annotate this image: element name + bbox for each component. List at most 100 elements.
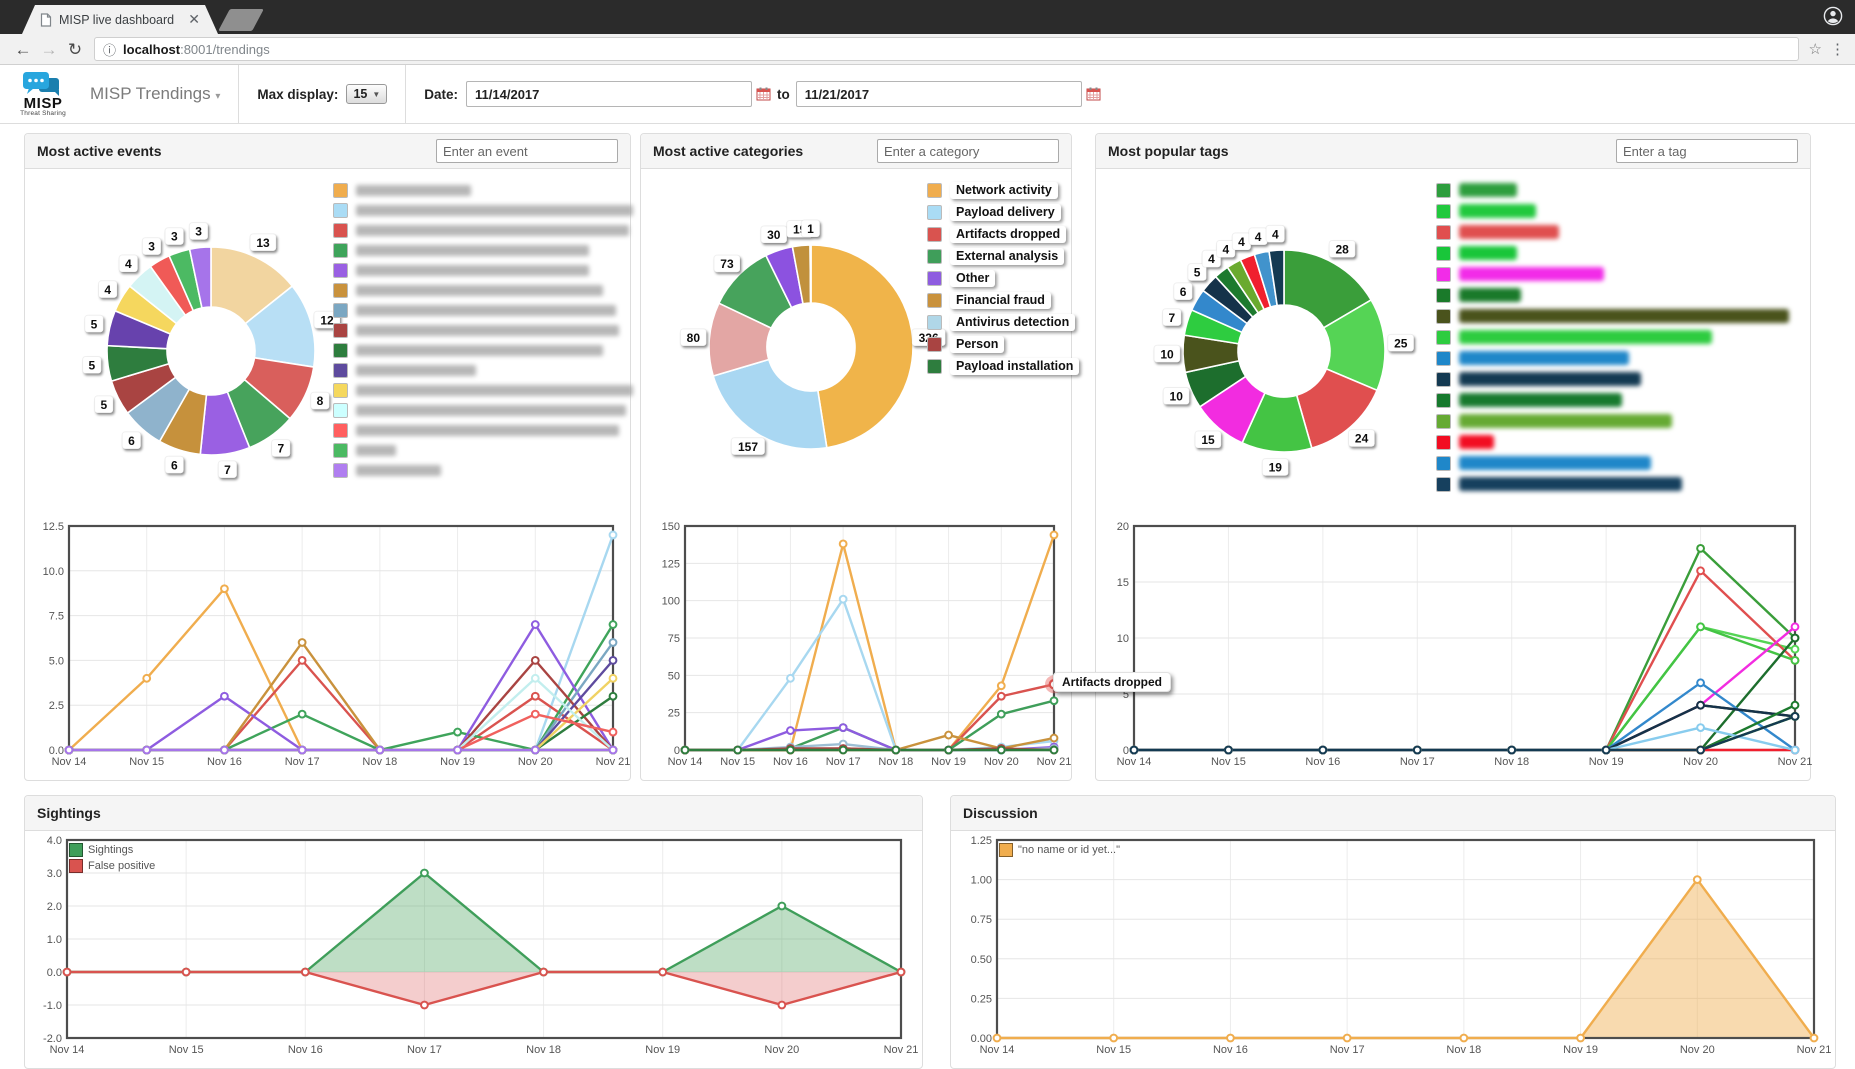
svg-text:28: 28 bbox=[1336, 242, 1350, 256]
reload-button[interactable]: ↻ bbox=[67, 39, 83, 59]
sightings-area-chart[interactable]: Nov 14 Nov 15 Nov 16 Nov 17 Nov 18 Nov 19 Nov … bbox=[33, 833, 918, 1059]
svg-text:1.00: 1.00 bbox=[971, 875, 992, 887]
svg-text:10.0: 10.0 bbox=[43, 566, 64, 578]
legend-swatch bbox=[1436, 392, 1451, 408]
legend-swatch bbox=[1436, 413, 1451, 429]
legend-item bbox=[1436, 371, 1802, 387]
calendar-icon[interactable] bbox=[1086, 87, 1101, 101]
svg-text:Nov 16: Nov 16 bbox=[1305, 756, 1340, 768]
svg-text:4: 4 bbox=[104, 283, 111, 297]
svg-text:4: 4 bbox=[1238, 235, 1245, 249]
categories-donut-chart[interactable]: 326157807330191 bbox=[649, 175, 946, 519]
panel-title: Most active events bbox=[37, 143, 162, 159]
svg-text:4: 4 bbox=[1255, 230, 1262, 244]
forward-button[interactable]: → bbox=[40, 39, 58, 59]
svg-text:Nov 14: Nov 14 bbox=[980, 1044, 1015, 1056]
calendar-icon[interactable] bbox=[756, 87, 771, 101]
legend-item bbox=[333, 282, 633, 298]
svg-text:3: 3 bbox=[148, 240, 155, 254]
legend-swatch bbox=[999, 843, 1013, 857]
legend-swatch bbox=[333, 382, 348, 398]
svg-text:7: 7 bbox=[224, 463, 231, 477]
legend-item: Financial fraud bbox=[927, 291, 1079, 309]
legend-label: "no name or id yet..." bbox=[1018, 844, 1120, 856]
date-to-input[interactable] bbox=[795, 81, 1082, 107]
events-legend bbox=[333, 175, 633, 517]
legend-label: Other bbox=[950, 269, 996, 287]
bookmark-star-icon[interactable]: ☆ bbox=[1808, 41, 1822, 58]
categories-line-chart[interactable]: Nov 14 Nov 15 Nov 16 Nov 17 Nov 18 Nov 19 Nov … bbox=[649, 519, 1072, 771]
url-field[interactable]: ⓘ localhost :8001/trendings bbox=[94, 37, 1799, 61]
app-title-dropdown[interactable]: MISP Trendings ▾ bbox=[90, 84, 220, 104]
legend-item bbox=[1436, 392, 1802, 408]
svg-text:5: 5 bbox=[100, 398, 107, 412]
svg-text:20: 20 bbox=[1117, 521, 1129, 533]
svg-text:Nov 20: Nov 20 bbox=[1680, 1044, 1715, 1056]
page-info-icon[interactable]: ⓘ bbox=[103, 42, 117, 58]
events-donut-chart[interactable]: 13 12 8 7 7 6 6 5 5 5 44 3 3 3 bbox=[33, 175, 341, 519]
svg-text:0: 0 bbox=[1123, 745, 1129, 757]
redacted-tag-pill bbox=[1459, 267, 1604, 281]
legend-swatch bbox=[927, 270, 942, 286]
tag-search-input[interactable] bbox=[1616, 139, 1798, 163]
plot-legend-item: Sightings bbox=[69, 843, 155, 857]
tab-close-icon[interactable]: ✕ bbox=[188, 11, 200, 27]
svg-text:Nov 16: Nov 16 bbox=[1213, 1044, 1248, 1056]
browser-menu-icon[interactable]: ⋮ bbox=[1830, 41, 1845, 58]
svg-text:Nov 17: Nov 17 bbox=[1330, 1044, 1365, 1056]
panel-discussion: Discussion Nov 14 Nov 15 Nov 16 Nov 17 Nov 1… bbox=[950, 795, 1836, 1069]
legend-swatch bbox=[1436, 350, 1451, 366]
svg-text:24: 24 bbox=[1355, 432, 1369, 446]
svg-text:7.5: 7.5 bbox=[49, 611, 64, 623]
category-search-input[interactable] bbox=[877, 139, 1059, 163]
svg-text:1: 1 bbox=[807, 222, 814, 236]
event-search-input[interactable] bbox=[436, 139, 618, 163]
discussion-area-chart[interactable]: Nov 14 Nov 15 Nov 16 Nov 17 Nov 18 Nov 19 Nov … bbox=[959, 833, 1832, 1059]
max-display-select[interactable]: 15 ▼ bbox=[346, 84, 388, 104]
legend-swatch bbox=[333, 222, 348, 238]
legend-item: Other bbox=[927, 269, 1079, 287]
plot-legend-item: False positive bbox=[69, 859, 155, 873]
redacted-tag-pill bbox=[1459, 204, 1536, 218]
svg-text:Nov 17: Nov 17 bbox=[1400, 756, 1435, 768]
browser-tab[interactable]: MISP live dashboard ✕ bbox=[22, 5, 218, 34]
legend-swatch bbox=[333, 322, 348, 338]
svg-text:Nov 15: Nov 15 bbox=[720, 756, 755, 768]
svg-text:0.0: 0.0 bbox=[49, 745, 64, 757]
svg-text:Nov 17: Nov 17 bbox=[826, 756, 861, 768]
misp-logo[interactable]: MISP Threat Sharing bbox=[14, 71, 72, 117]
legend-swatch bbox=[333, 262, 348, 278]
svg-text:-1.0: -1.0 bbox=[43, 1000, 62, 1012]
svg-text:Nov 21: Nov 21 bbox=[884, 1044, 919, 1056]
svg-text:Nov 18: Nov 18 bbox=[362, 756, 397, 768]
legend-label: Payload delivery bbox=[950, 203, 1061, 221]
svg-text:Nov 14: Nov 14 bbox=[50, 1044, 85, 1056]
events-line-chart[interactable]: Nov 14 Nov 15 Nov 16 Nov 17 Nov 18 Nov 19 Nov … bbox=[33, 519, 631, 771]
date-from-input[interactable] bbox=[466, 81, 753, 107]
svg-text:25: 25 bbox=[1394, 336, 1408, 350]
svg-text:Nov 21: Nov 21 bbox=[1778, 756, 1813, 768]
max-display-value: 15 bbox=[353, 87, 368, 101]
panel-most-active-categories: Most active categories 326157807330191 N… bbox=[640, 133, 1172, 781]
redacted-tag-pill bbox=[1459, 477, 1682, 491]
discussion-plot-legend: "no name or id yet..." bbox=[999, 843, 1120, 857]
profile-icon[interactable] bbox=[1821, 4, 1845, 28]
tags-line-chart[interactable]: Nov 14 Nov 15 Nov 16 Nov 17 Nov 18 Nov 19 Nov … bbox=[1104, 519, 1813, 771]
legend-swatch bbox=[927, 314, 942, 330]
back-button[interactable]: ← bbox=[14, 39, 32, 59]
svg-text:4: 4 bbox=[1272, 227, 1279, 241]
svg-text:7: 7 bbox=[278, 442, 285, 456]
svg-text:Nov 19: Nov 19 bbox=[645, 1044, 680, 1056]
svg-text:Nov 18: Nov 18 bbox=[1494, 756, 1529, 768]
legend-swatch bbox=[1436, 224, 1451, 240]
svg-text:4: 4 bbox=[125, 257, 132, 271]
legend-item: Payload installation bbox=[927, 357, 1080, 375]
svg-text:157: 157 bbox=[738, 440, 758, 454]
legend-swatch bbox=[333, 342, 348, 358]
new-tab-button[interactable] bbox=[218, 9, 264, 31]
panel-sightings: Sightings Nov 14 Nov 15 Nov 16 Nov 17 Nov 18… bbox=[24, 795, 923, 1069]
svg-text:1.0: 1.0 bbox=[47, 934, 62, 946]
svg-text:Nov 20: Nov 20 bbox=[518, 756, 553, 768]
